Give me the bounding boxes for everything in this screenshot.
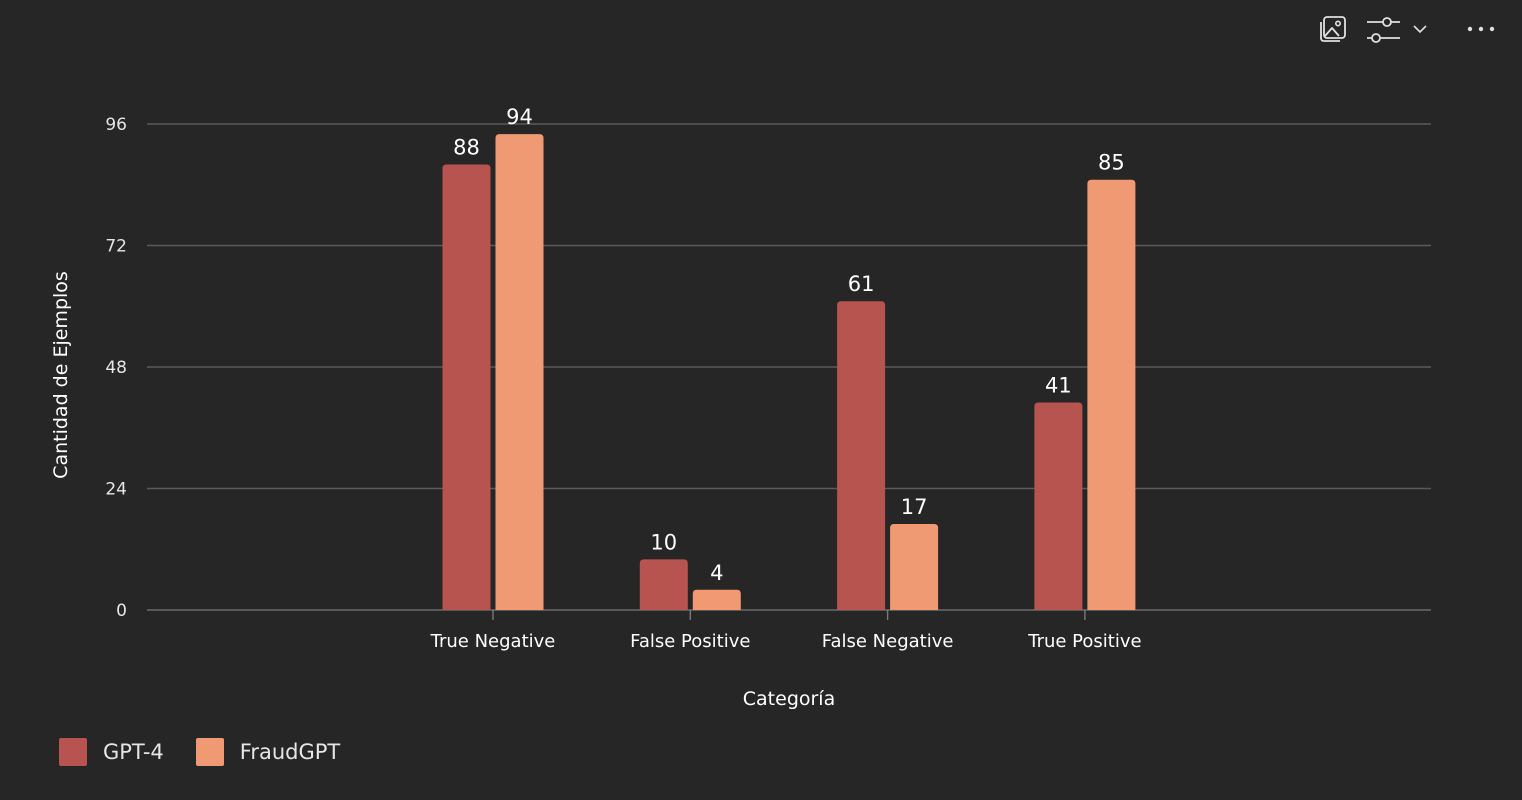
data-label: 10: [650, 530, 677, 554]
gridlines: [147, 123, 1431, 611]
y-tick-label: 0: [116, 601, 127, 621]
x-axis-label: Categoría: [743, 688, 835, 710]
y-axis-ticks: 0 24 48 72 96: [105, 115, 127, 621]
filter-button[interactable]: [1366, 12, 1428, 46]
image-icon: [1320, 16, 1346, 42]
y-tick-label: 48: [105, 358, 127, 378]
bar-gpt4-true-negative[interactable]: [442, 164, 491, 611]
y-tick-label: 72: [105, 237, 127, 257]
y-axis-label: Cantidad de Ejemplos: [50, 271, 72, 479]
y-tick-label: 24: [105, 480, 127, 500]
bars: 88 94 10 4 61 17 41 85: [442, 105, 1136, 611]
data-label: 94: [506, 105, 533, 129]
x-tick-label: True Positive: [1027, 631, 1141, 652]
more-icon: [1467, 26, 1495, 32]
y-tick-label: 96: [105, 115, 127, 135]
legend-item-gpt4[interactable]: GPT-4: [59, 738, 164, 766]
data-label: 41: [1045, 373, 1072, 397]
bar-fraudgpt-false-positive[interactable]: [692, 589, 741, 610]
legend-item-fraudgpt[interactable]: FraudGPT: [195, 738, 341, 766]
bar-fraudgpt-false-negative[interactable]: [890, 523, 939, 610]
bar-gpt4-false-positive[interactable]: [639, 559, 688, 610]
bar-chart: 0 24 48 72 96 88 94 10 4 61 17 41 85 True Negative F…: [50, 105, 1431, 710]
bar-gpt4-false-negative[interactable]: [837, 301, 886, 610]
image-button[interactable]: [1318, 12, 1348, 46]
data-label: 88: [453, 136, 480, 160]
bar-fraudgpt-true-negative[interactable]: [495, 134, 544, 610]
data-label: 4: [710, 561, 723, 585]
x-axis-ticks: True Negative False Positive False Negativ…: [430, 610, 1142, 652]
chart-legend: GPT-4 FraudGPT: [59, 738, 340, 766]
chevron-down-icon: [1413, 25, 1427, 34]
x-tick-label: False Negative: [822, 631, 954, 652]
legend-label-gpt4: GPT-4: [103, 740, 164, 764]
bar-gpt4-true-positive[interactable]: [1034, 402, 1083, 610]
legend-swatch-gpt4: [59, 738, 87, 766]
data-label: 17: [901, 495, 928, 519]
sliders-icon: [1367, 17, 1400, 43]
data-label: 85: [1098, 151, 1125, 175]
legend-label-fraudgpt: FraudGPT: [239, 740, 341, 764]
chart-toolbar: [1318, 12, 1496, 46]
more-options-button[interactable]: [1466, 12, 1496, 46]
x-tick-label: False Positive: [630, 631, 750, 652]
bar-fraudgpt-true-positive[interactable]: [1087, 179, 1136, 610]
legend-swatch-fraudgpt: [195, 738, 224, 766]
x-tick-label: True Negative: [430, 631, 556, 652]
data-label: 61: [848, 272, 875, 296]
